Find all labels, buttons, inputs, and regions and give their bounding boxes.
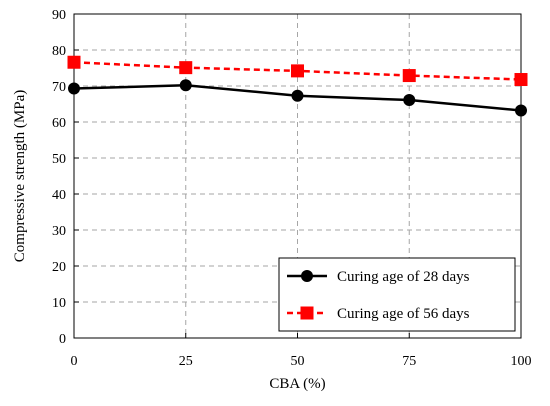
legend-label-28-days: Curing age of 28 days	[337, 269, 470, 285]
data-point-56-days	[402, 69, 416, 83]
y-tick-label: 10	[52, 296, 66, 311]
legend-marker-56-days	[300, 306, 314, 320]
y-tick-label: 80	[52, 44, 66, 59]
y-axis-label: Compressive strength (MPa)	[12, 90, 28, 262]
y-tick-label: 20	[52, 260, 66, 275]
legend-box	[278, 257, 516, 332]
x-tick-label: 100	[511, 354, 532, 369]
x-tick-label: 50	[291, 354, 305, 369]
series-28-days	[68, 79, 527, 117]
legend: Curing age of 28 days Curing age of 56 d…	[278, 257, 516, 332]
legend-label-56-days: Curing age of 56 days	[337, 306, 470, 322]
data-point-28-days	[68, 82, 80, 95]
y-tick-label: 50	[52, 152, 66, 167]
data-point-56-days	[514, 73, 528, 87]
data-point-28-days	[515, 104, 527, 117]
data-point-28-days	[179, 79, 192, 92]
y-tick-label: 30	[52, 224, 66, 239]
data-point-56-days	[179, 61, 193, 75]
x-tick-label: 25	[179, 354, 193, 369]
legend-marker-28-days	[301, 270, 313, 282]
legend-item-28-days: Curing age of 28 days	[287, 269, 470, 285]
y-tick-label: 40	[52, 188, 66, 203]
x-axis-label: CBA (%)	[269, 376, 325, 392]
x-tick-label: 75	[402, 354, 416, 369]
data-point-56-days	[291, 64, 304, 78]
y-axis-ticks: 0 10 20 30 40 50 60 70 80 90	[52, 8, 79, 347]
series-layer	[67, 55, 528, 117]
data-point-56-days	[67, 55, 81, 69]
y-tick-label: 70	[52, 80, 66, 95]
x-axis-ticks: 0 25 50 75 100	[71, 333, 532, 369]
data-point-28-days	[291, 89, 304, 102]
data-point-28-days	[403, 94, 416, 107]
y-tick-label: 90	[52, 8, 66, 23]
legend-item-56-days: Curing age of 56 days	[287, 306, 470, 322]
y-tick-label: 60	[52, 116, 66, 131]
y-tick-label: 0	[59, 332, 66, 347]
x-tick-label: 0	[71, 354, 78, 369]
series-56-days	[67, 55, 528, 87]
